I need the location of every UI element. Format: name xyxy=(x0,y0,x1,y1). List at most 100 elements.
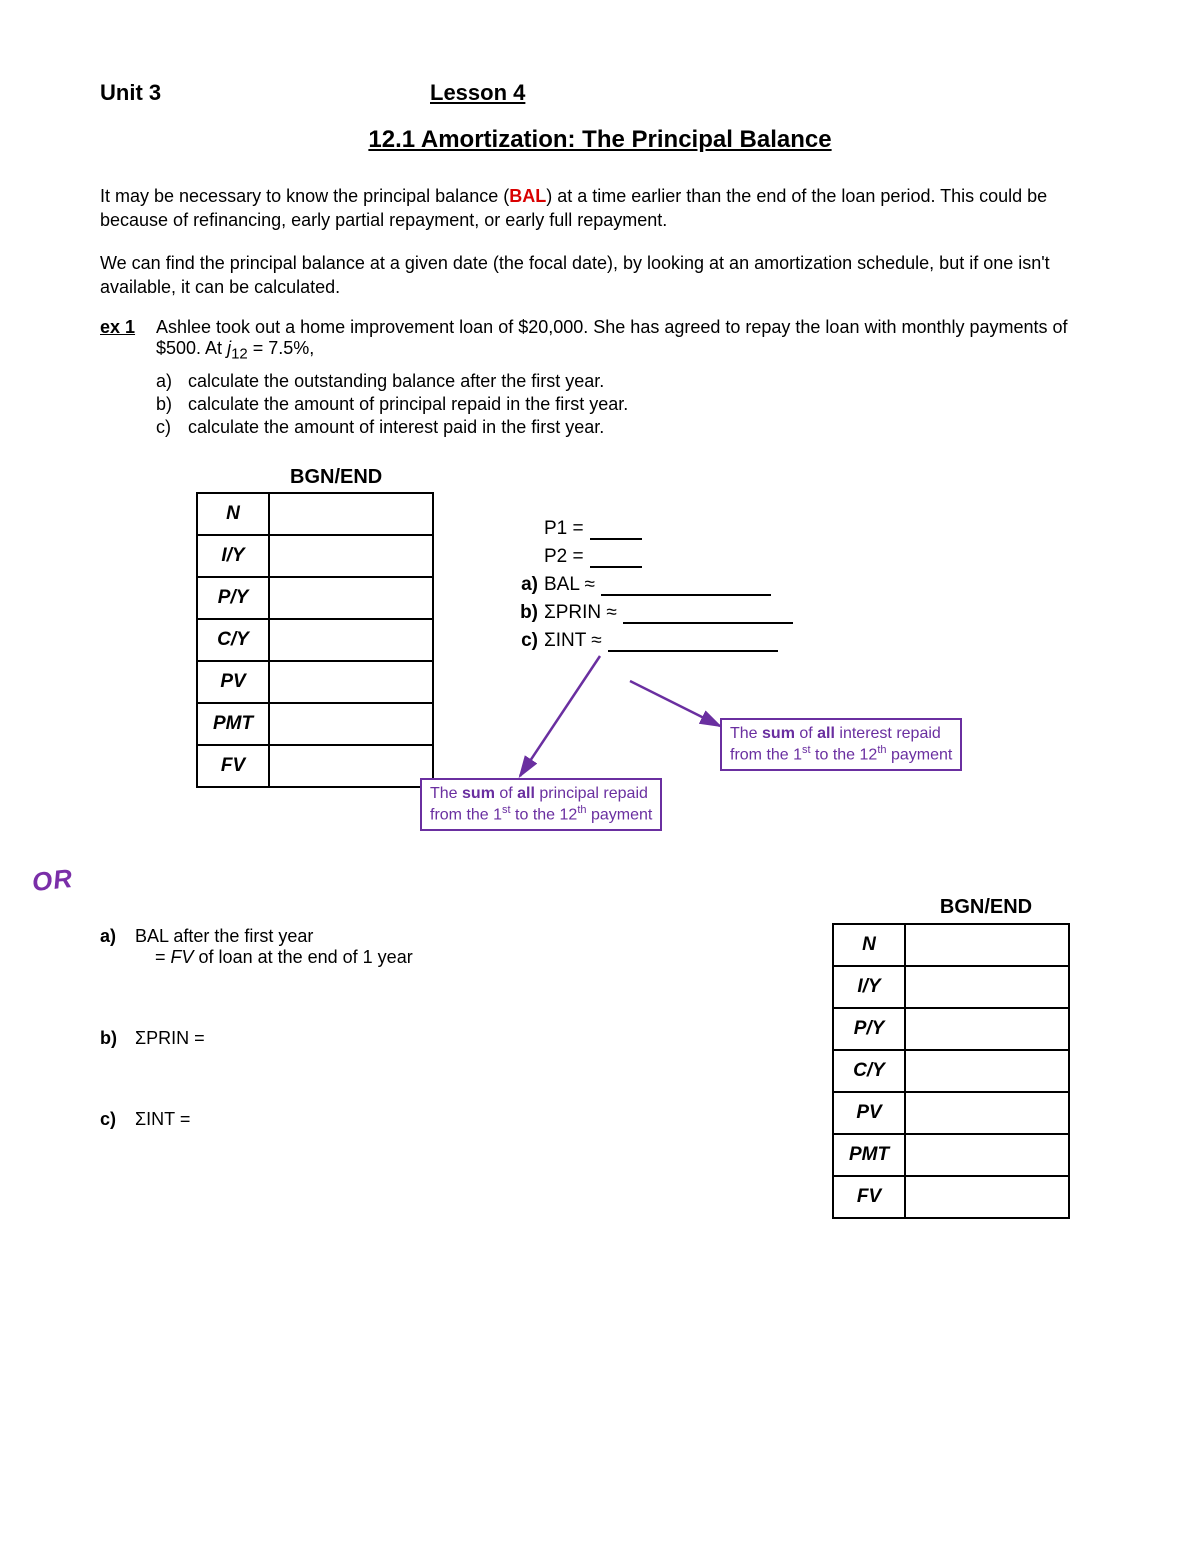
header-row: Unit 3 Lesson 4 xyxy=(100,80,1100,106)
calc-row-label: FV xyxy=(197,745,269,787)
lead-c: c) xyxy=(500,630,538,652)
ans-a-lab: a) xyxy=(100,926,130,947)
co-sup: th xyxy=(577,804,586,816)
co-t: interest repaid xyxy=(835,725,941,742)
answer-a: a) BAL after the first year = FV of loan… xyxy=(100,926,620,968)
part-a-lab: a) xyxy=(156,371,188,392)
calculator-area: BGN/END N I/Y P/Y C/Y PV PMT FV P1 = P2 … xyxy=(100,466,1100,886)
page: Unit 3 Lesson 4 12.1 Amortization: The P… xyxy=(0,0,1200,1553)
ans-b-lab: b) xyxy=(100,1028,130,1049)
calculator-2-wrap: BGN/END N I/Y P/Y C/Y PV PMT FV xyxy=(832,896,1070,1219)
calc-row-label: P/Y xyxy=(833,1008,905,1050)
co-t: The xyxy=(730,725,762,742)
example-stem: Ashlee took out a home improvement loan … xyxy=(156,317,1100,363)
example-1: ex 1 Ashlee took out a home improvement … xyxy=(100,317,1100,440)
co-t: of xyxy=(495,785,517,802)
calc-row-label: FV xyxy=(833,1176,905,1218)
fv-italic: FV xyxy=(171,947,194,967)
ans-a-post: of loan at the end of 1 year xyxy=(194,947,413,967)
table-row: N xyxy=(833,924,1069,966)
calc-row-value xyxy=(905,1008,1069,1050)
callout-interest: The sum of all interest repaid from the … xyxy=(720,718,962,771)
table-row: N xyxy=(197,493,433,535)
answer-b: b) ΣPRIN = xyxy=(100,1028,620,1049)
part-c-lab: c) xyxy=(156,417,188,438)
co-l2c: payment xyxy=(587,806,653,823)
answer-c: c) ΣINT = xyxy=(100,1109,620,1130)
calc-row-value xyxy=(269,535,433,577)
calc-row-value xyxy=(269,745,433,787)
p2-label: P2 = xyxy=(544,546,584,568)
page-title: 12.1 Amortization: The Principal Balance xyxy=(100,126,1100,154)
fill-p1: P1 = xyxy=(500,518,793,540)
or-stamp: OR xyxy=(30,863,74,898)
calc-row-label: P/Y xyxy=(197,577,269,619)
part-c: c)calculate the amount of interest paid … xyxy=(156,417,1100,438)
calc2-mode-label: BGN/END xyxy=(902,896,1070,919)
co-sup: st xyxy=(802,744,811,756)
fill-in-blanks: P1 = P2 = a)BAL ≈ b)ΣPRIN ≈ c)ΣINT ≈ xyxy=(500,512,793,658)
blank xyxy=(601,576,771,596)
calc-row-value xyxy=(269,661,433,703)
table-row: C/Y xyxy=(197,619,433,661)
calc-row-value xyxy=(905,1134,1069,1176)
ans-a-pre: = xyxy=(155,947,171,967)
table-row: C/Y xyxy=(833,1050,1069,1092)
co-b: sum xyxy=(762,725,795,742)
table-row: I/Y xyxy=(197,535,433,577)
lead-b: b) xyxy=(500,602,538,624)
calc-row-label: C/Y xyxy=(197,619,269,661)
co-b: sum xyxy=(462,785,495,802)
calc-row-label: N xyxy=(833,924,905,966)
co-l2a: from the 1 xyxy=(730,746,802,763)
calc-row-value xyxy=(905,924,1069,966)
ans-c-text: ΣINT = xyxy=(135,1109,190,1129)
calc-row-label: PV xyxy=(833,1092,905,1134)
co-sup: th xyxy=(877,744,886,756)
calc-row-label: PMT xyxy=(833,1134,905,1176)
p1-label: P1 = xyxy=(544,518,584,540)
co-l2b: to the 12 xyxy=(811,746,878,763)
table-row: FV xyxy=(833,1176,1069,1218)
co-l2b: to the 12 xyxy=(511,806,578,823)
table-row: PV xyxy=(197,661,433,703)
bottom-left: a) BAL after the first year = FV of loan… xyxy=(100,926,620,1190)
blank xyxy=(590,520,642,540)
part-a: a)calculate the outstanding balance afte… xyxy=(156,371,1100,392)
blank xyxy=(608,632,778,652)
calc-row-label: PMT xyxy=(197,703,269,745)
example-label: ex 1 xyxy=(100,317,156,440)
calc-row-value xyxy=(269,703,433,745)
ans-a-line1: BAL after the first year xyxy=(135,926,313,946)
co-sup: st xyxy=(502,804,511,816)
fill-c: c) ΣINT ≈ xyxy=(500,630,793,652)
calc-row-label: PV xyxy=(197,661,269,703)
ans-b-text: ΣPRIN = xyxy=(135,1028,205,1048)
example-parts: a)calculate the outstanding balance afte… xyxy=(156,371,1100,438)
table-row: PMT xyxy=(833,1134,1069,1176)
table-row: PMT xyxy=(197,703,433,745)
co-t: of xyxy=(795,725,817,742)
intro-paragraph-2: We can find the principal balance at a g… xyxy=(100,251,1100,300)
calc-row-value xyxy=(269,493,433,535)
calc-row-label: N xyxy=(197,493,269,535)
blank xyxy=(590,548,642,568)
table-row: P/Y xyxy=(833,1008,1069,1050)
part-a-text: calculate the outstanding balance after … xyxy=(188,371,604,392)
calc-row-value xyxy=(905,1050,1069,1092)
bal-label: BAL ≈ xyxy=(544,574,595,596)
sint-label: ΣINT ≈ xyxy=(544,630,602,652)
calculator-table-1: N I/Y P/Y C/Y PV PMT FV xyxy=(196,492,434,788)
table-row: FV xyxy=(197,745,433,787)
co-b: all xyxy=(817,725,835,742)
fill-b: b)ΣPRIN ≈ xyxy=(500,602,793,624)
part-b-text: calculate the amount of principal repaid… xyxy=(188,394,628,415)
co-b: all xyxy=(517,785,535,802)
intro-paragraph-1: It may be necessary to know the principa… xyxy=(100,184,1100,233)
calc-row-value xyxy=(905,966,1069,1008)
calc-mode-label: BGN/END xyxy=(290,466,382,489)
lesson-label: Lesson 4 xyxy=(430,80,525,106)
calc-row-value xyxy=(905,1176,1069,1218)
fill-p2: P2 = xyxy=(500,546,793,568)
table-row: I/Y xyxy=(833,966,1069,1008)
